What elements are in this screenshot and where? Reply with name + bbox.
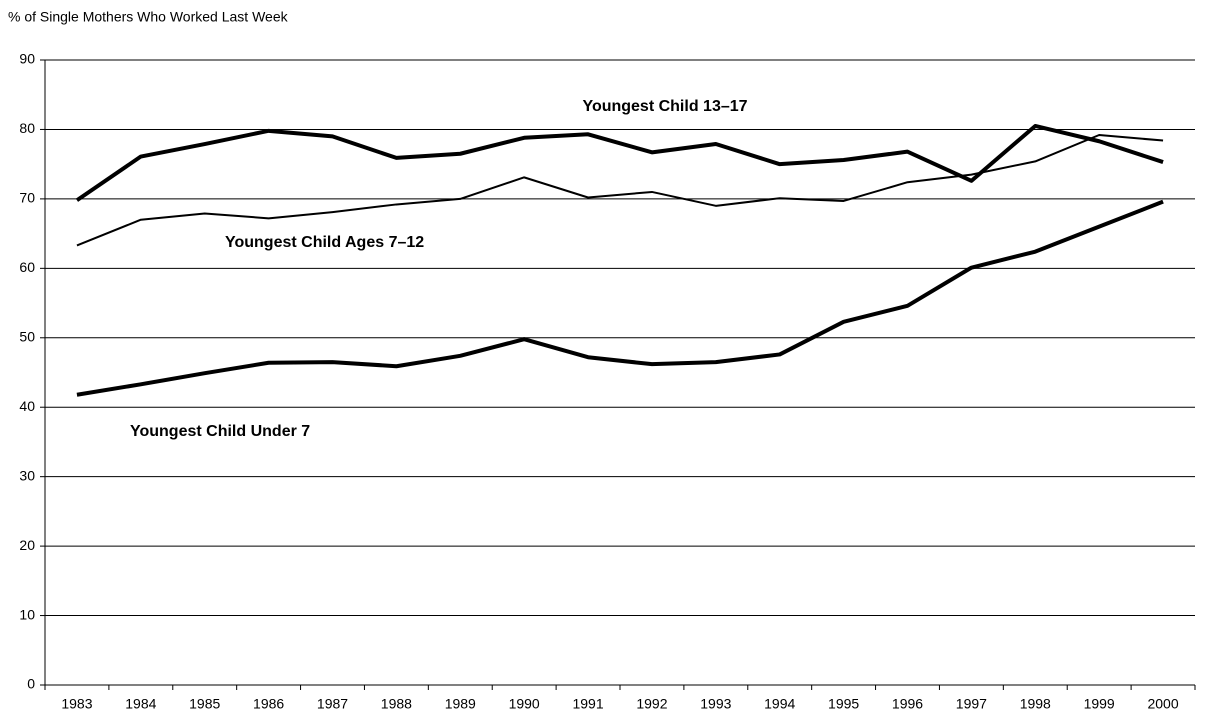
x-tick-label: 1987 [317,696,348,712]
y-tick-label: 70 [19,190,35,206]
x-tick-label: 1984 [125,696,156,712]
x-tick-label: 1989 [445,696,476,712]
y-tick-label: 90 [19,51,35,67]
series-annotation: Youngest Child 13–17 [582,98,747,115]
x-tick-label: 1995 [828,696,859,712]
y-tick-label: 0 [27,676,35,692]
y-tick-label: 10 [19,606,35,622]
x-tick-label: 1993 [700,696,731,712]
x-tick-label: 1998 [1020,696,1051,712]
series-line [76,134,1164,247]
x-tick-label: 1985 [189,696,220,712]
y-tick-label: 80 [19,120,35,136]
y-tick-label: 60 [19,259,35,275]
y-tick-label: 50 [19,328,35,344]
y-tick-label: 40 [19,398,35,414]
x-tick-label: 1991 [572,696,603,712]
series-line [76,199,1164,397]
x-tick-label: 1999 [1084,696,1115,712]
x-tick-label: 1996 [892,696,923,712]
x-tick-label: 1983 [61,696,92,712]
x-tick-label: 1988 [381,696,412,712]
x-tick-label: 1994 [764,696,795,712]
series-annotation: Youngest Child Ages 7–12 [225,234,424,251]
x-tick-label: 1992 [636,696,667,712]
y-tick-label: 20 [19,537,35,553]
series-line [75,123,1164,202]
x-tick-label: 2000 [1147,696,1178,712]
y-tick-label: 30 [19,467,35,483]
y-axis-label: % of Single Mothers Who Worked Last Week [8,9,289,25]
x-tick-label: 1986 [253,696,284,712]
series-annotation: Youngest Child Under 7 [130,423,310,440]
x-tick-label: 1990 [509,696,540,712]
x-tick-label: 1997 [956,696,987,712]
